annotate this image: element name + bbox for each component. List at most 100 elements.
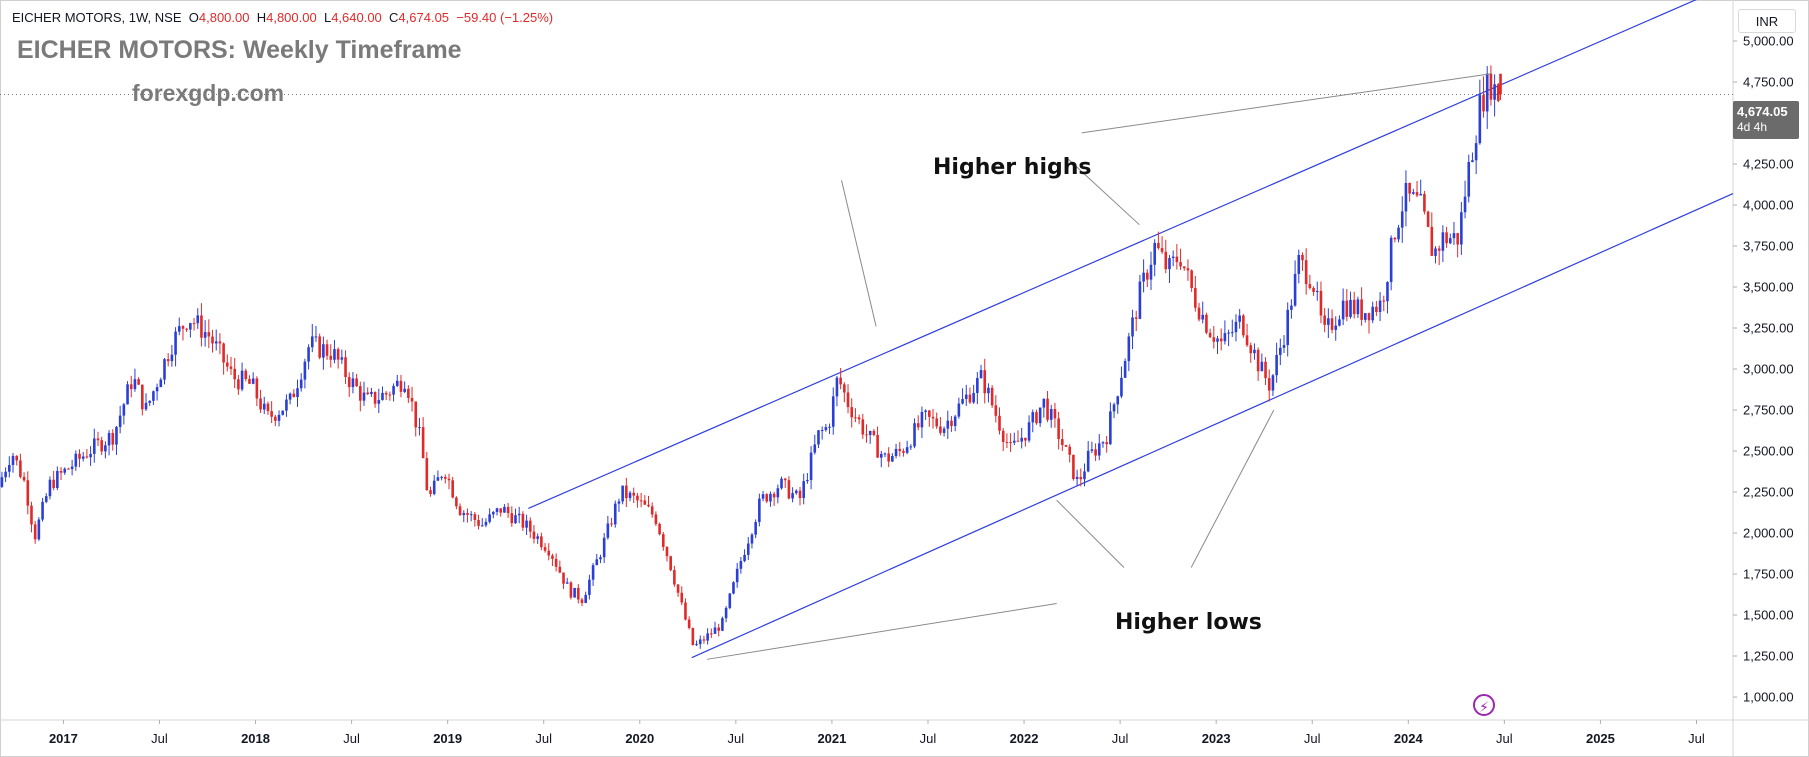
candle-body [843, 384, 846, 393]
candle-body [1120, 377, 1123, 397]
candle-body [322, 344, 325, 358]
candle-body [706, 633, 709, 641]
candle-body [1072, 454, 1075, 480]
y-tick-label: 1,500.00 [1743, 608, 1794, 623]
annotation-pointer-line [1056, 499, 1125, 568]
candle-body [1419, 193, 1423, 196]
candle-body [1338, 319, 1341, 326]
candle-body [791, 493, 794, 499]
candle-body [839, 377, 842, 385]
candle-body [846, 392, 850, 408]
candle-body [78, 453, 81, 459]
candle-body [458, 506, 462, 516]
candle-body [200, 315, 203, 338]
candle-body [569, 582, 573, 598]
candle-body [170, 354, 174, 362]
candle-body [133, 379, 137, 390]
candle-body [820, 430, 824, 432]
candle-body [473, 514, 477, 521]
ohlc-legend: EICHER MOTORS, 1W, NSE O4,800.00 H4,800.… [12, 10, 553, 25]
candle-body [532, 531, 536, 539]
candle-body [1160, 248, 1164, 252]
candle-body [1024, 437, 1027, 441]
candle-body [407, 388, 410, 398]
candle-body [735, 568, 739, 583]
candle-body [854, 417, 857, 419]
candle-body [1423, 193, 1426, 212]
candle-body [580, 599, 584, 603]
candle-body [148, 400, 152, 403]
candle-body [865, 434, 868, 436]
candle-body [495, 508, 499, 512]
candle-body [961, 399, 964, 404]
high-label: H [256, 10, 267, 25]
candle-body [333, 349, 336, 360]
candle-body [1275, 354, 1278, 376]
candle-body [499, 508, 503, 513]
close-label: C [389, 10, 399, 25]
candle-body [63, 468, 67, 473]
candle-body [1149, 264, 1153, 280]
candle-body [610, 523, 613, 525]
higher-lows-label: Higher lows [1115, 610, 1262, 635]
candle-body [898, 448, 902, 452]
lightning-icon[interactable]: ⚡ [1473, 694, 1495, 716]
candle-body [979, 370, 983, 379]
candle-body [429, 490, 432, 494]
candle-body [274, 416, 277, 421]
candle-body [540, 536, 543, 548]
candle-body [647, 504, 650, 507]
candle-body [665, 546, 669, 557]
candle-body [1223, 333, 1227, 342]
currency-selector[interactable]: INR [1738, 9, 1796, 33]
candle-body [152, 391, 155, 401]
open-label: O [188, 10, 199, 25]
candle-body [702, 639, 706, 641]
annotation-pointer-line [841, 180, 877, 327]
candle-body [85, 456, 89, 458]
annotation-pointer-line [1067, 158, 1140, 226]
candle-body [1412, 192, 1415, 194]
candle-body [292, 393, 296, 398]
candle-body [392, 385, 395, 395]
x-tick-label: 2024 [1394, 731, 1424, 746]
candle-body [1046, 398, 1049, 420]
candle-body [879, 453, 883, 458]
candle-body [1474, 143, 1478, 161]
candle-body [15, 455, 19, 461]
candle-body [946, 420, 950, 429]
candle-body [1279, 347, 1282, 355]
candle-body [403, 388, 406, 392]
candle-body [166, 359, 170, 362]
x-tick-label: Jul [1496, 731, 1513, 746]
candle-body [1127, 336, 1131, 362]
candle-body [591, 565, 595, 580]
candle-body [1375, 306, 1378, 312]
change-value: −59.40 (−1.25%) [456, 10, 554, 25]
candle-body [1367, 313, 1371, 321]
candle-body [1293, 273, 1297, 306]
annotation-pointer-line [1190, 409, 1275, 568]
candle-body [92, 438, 96, 454]
candle-body [115, 426, 118, 445]
candle-body [1497, 84, 1500, 102]
candle-body [1197, 307, 1201, 320]
candle-body [174, 331, 177, 355]
low-value: 4,640.00 [331, 10, 382, 25]
candle-body [628, 492, 632, 499]
candle-body [1264, 361, 1267, 379]
candle-body [787, 480, 791, 499]
candle-body [1267, 378, 1271, 391]
candle-body [1341, 300, 1345, 320]
candle-body [673, 570, 676, 585]
candle-body [1349, 299, 1352, 317]
candle-body [872, 430, 876, 435]
candle-body [1182, 266, 1186, 269]
candle-body [1138, 281, 1142, 319]
candle-body [661, 534, 665, 547]
candle-body [1027, 422, 1031, 441]
candle-body [935, 418, 939, 427]
candle-body [233, 368, 236, 380]
